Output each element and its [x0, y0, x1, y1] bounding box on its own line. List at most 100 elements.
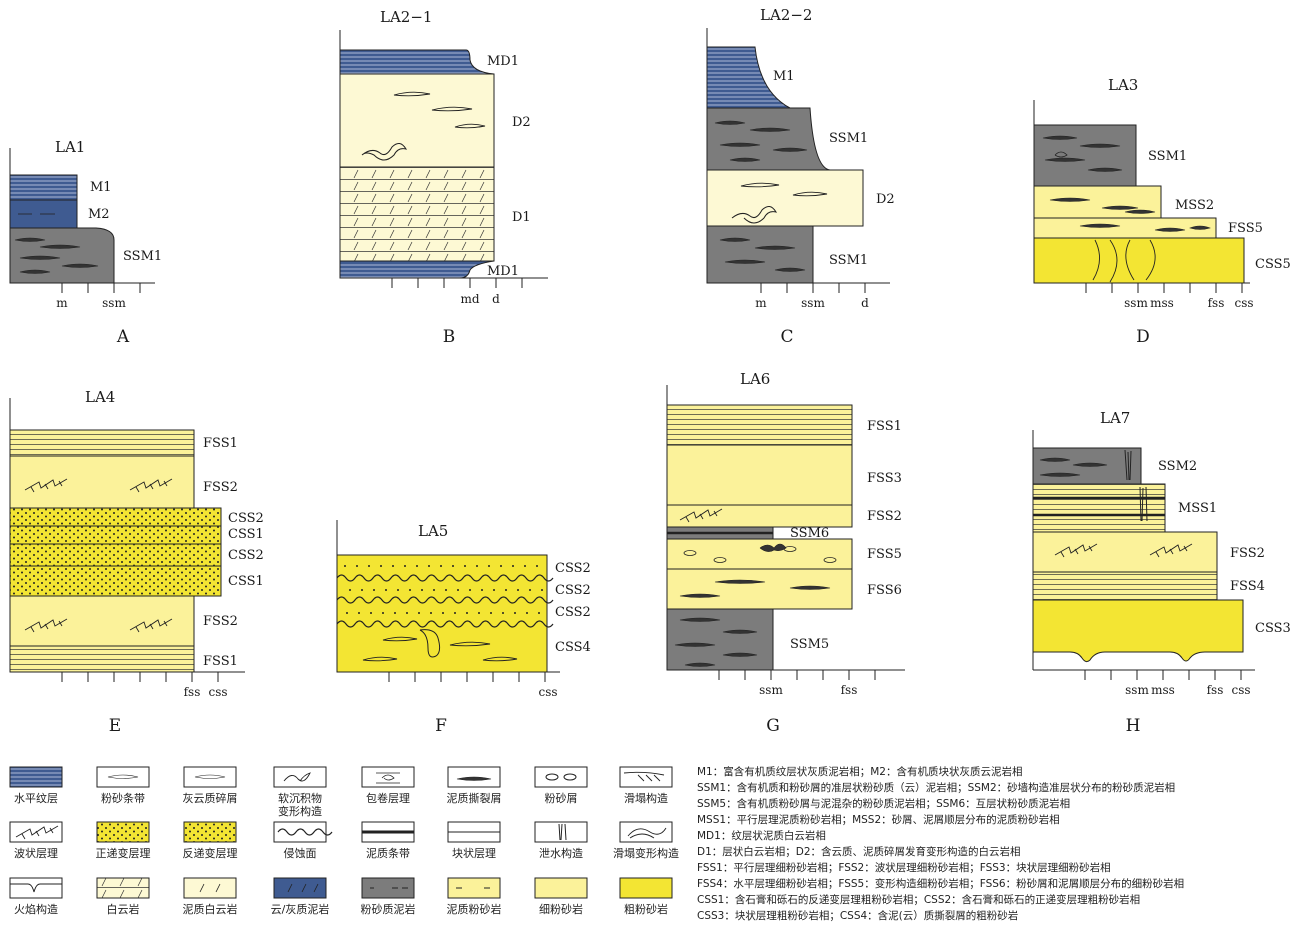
legend-label-3-4: 云/灰质泥岩: [271, 902, 330, 916]
legend-label-1-4: 软沉积物: [278, 791, 322, 805]
col-e-facies-css2a: CSS2: [228, 511, 264, 526]
col-c-bed-ssm1-top: [706, 107, 831, 171]
grain-dot: [370, 612, 372, 614]
grain-dot: [478, 612, 480, 614]
grain-dot: [505, 589, 507, 591]
ripple: [24, 618, 68, 633]
col-c-bed-ssm1-bottom: [706, 225, 814, 284]
legend-label-1-7: 粉砂屑: [545, 792, 578, 805]
grain-dot: [490, 612, 492, 614]
col-e-facies-css2b: CSS2: [228, 548, 264, 563]
col-g-axis-ssm: ssm: [759, 683, 783, 697]
col-g-bed-ssm5: [666, 608, 774, 671]
legend-swatch: [9, 877, 63, 899]
ripple: [1149, 543, 1193, 558]
legend-swatch: [9, 766, 63, 788]
col-e-panel: E: [109, 716, 121, 736]
col-e-bed-fss1-bottom: [9, 645, 195, 673]
legend-label-1-3: 灰云质碎屑: [183, 791, 238, 805]
erosion-surface: [336, 620, 554, 628]
legend-label-3-7: 细粉砂岩: [539, 902, 583, 916]
grain-dot: [464, 565, 466, 567]
col-a-bed-m1: [9, 174, 78, 201]
legend-swatch: [619, 821, 673, 843]
grain-dot: [512, 565, 514, 567]
col-e-facies-fss2b: FSS2: [203, 614, 238, 629]
note-line-6: D1：层状白云岩相；D2：含云质、泥质碎屑发育变形构造的白云岩相: [697, 845, 1021, 858]
dolo-clast: [792, 191, 828, 197]
legend-label-2-2: 正递变层理: [96, 846, 151, 860]
silt-streak: [754, 245, 796, 250]
legend-swatch: [361, 877, 415, 899]
col-c-facies-ssm1: SSM1: [829, 131, 868, 146]
legend-slump: [623, 771, 665, 782]
silt-streak: [722, 629, 758, 634]
col-d-panel: D: [1136, 327, 1150, 347]
col-g-bed-fss3: [666, 444, 853, 506]
erosion-surface: [336, 596, 554, 604]
col-b-facies-d1: D1: [512, 210, 531, 225]
col-d-bed-fss5: [1033, 217, 1217, 239]
col-h-axis-mss: mss: [1151, 683, 1175, 697]
silt-streak: [719, 142, 761, 147]
legend-label-3-3: 泥质白云岩: [183, 902, 238, 916]
col-a-panel: A: [116, 327, 130, 347]
legend-label-3-5: 粉砂质泥岩: [361, 902, 416, 916]
ripple: [679, 508, 723, 523]
col-e-bed-fss1-top: [9, 429, 195, 457]
col-h-facies-mss1: MSS1: [1178, 501, 1217, 516]
grain-dot: [493, 589, 495, 591]
mud-tear: [714, 579, 766, 584]
legend-swatch: [534, 877, 588, 899]
silt-clast: [713, 557, 727, 563]
grain-dot: [502, 612, 504, 614]
grain-dot: [385, 589, 387, 591]
col-f-facies-css2a: CSS2: [555, 561, 591, 576]
col-d-facies-css5: CSS5: [1255, 257, 1291, 272]
col-e-axis-css: css: [208, 685, 227, 699]
col-h-facies-fss2: FSS2: [1230, 546, 1265, 561]
col-d-axis-mss: mss: [1150, 296, 1174, 310]
col-f-axis-css: css: [538, 685, 557, 699]
col-c-facies-m1: M1: [773, 69, 795, 84]
col-g-facies-fss2: FSS2: [867, 509, 902, 524]
legend-swatch: [273, 821, 327, 843]
legend-label-2-7: 泄水构造: [539, 846, 583, 860]
col-f-bed-css: [336, 554, 548, 673]
mud-clast: [482, 656, 518, 662]
legend-slump-deform: [627, 827, 667, 839]
col-e-facies-fss1b: FSS1: [203, 654, 238, 669]
col-c-axis-m: m: [755, 296, 767, 310]
note-line-2: SSM1：含有机质和粉砂屑的准层状粉砂质（云）泥岩相；SSM2：砂墙构造准层状分…: [697, 781, 1175, 794]
grain-dot: [466, 612, 468, 614]
col-d-facies-fss5: FSS5: [1228, 221, 1263, 236]
col-a-title: LA1: [55, 138, 85, 156]
silt-streak: [1042, 135, 1078, 140]
silt-streak: [724, 259, 766, 264]
legend-marks: [287, 883, 319, 893]
grain-dot: [404, 565, 406, 567]
grain-dot: [406, 612, 408, 614]
note-line-3: SSM5：含有机质粉砂屑与泥混杂的粉砂质泥岩相；SSM6：互层状粉砂质泥岩相: [697, 797, 1070, 810]
col-h-facies-ssm2: SSM2: [1158, 459, 1197, 474]
legend-label-1-6: 泥质撕裂屑: [447, 791, 502, 805]
col-a-axis-m: m: [56, 296, 68, 310]
col-d-title: LA3: [1108, 76, 1138, 94]
legend-label-2-3: 反递变层理: [183, 846, 238, 860]
col-e-bed-fss2-bottom: [9, 595, 195, 647]
col-c-title: LA2−2: [760, 6, 812, 24]
grain-dot: [500, 565, 502, 567]
dewatering: [1139, 486, 1148, 522]
note-line-7: FSS1：平行层理细粉砂岩相；FSS2：波状层理细粉砂岩相；FSS3：块状层理细…: [697, 861, 1111, 874]
dolo-clast: [740, 182, 780, 188]
grain-dot: [442, 612, 444, 614]
col-f-title: LA5: [418, 522, 448, 540]
col-f-facies-css4: CSS4: [555, 640, 591, 655]
grain-dot: [524, 565, 526, 567]
col-b-bed-md1-bottom: [339, 260, 495, 279]
legend-label-2-6: 块状层理: [452, 846, 496, 860]
soft-deformation: [361, 143, 408, 161]
col-g-title: LA6: [740, 370, 770, 388]
col-e-bed-css: [9, 507, 222, 597]
